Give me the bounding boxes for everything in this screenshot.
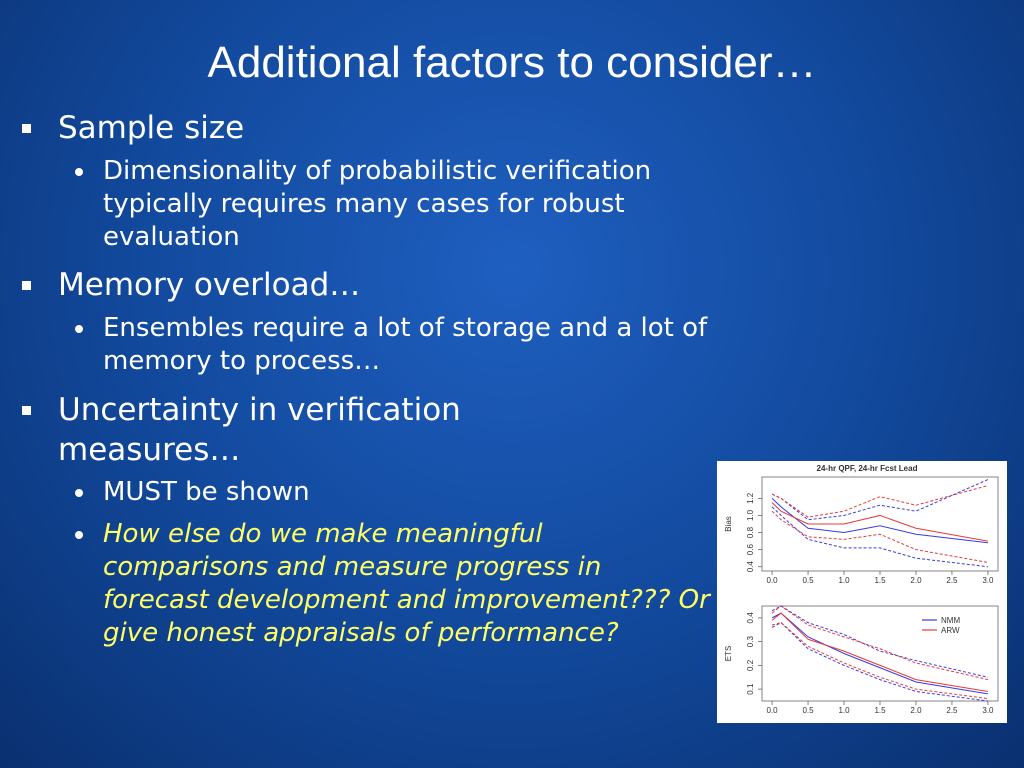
y-axis-label: ETS [724,646,733,662]
sub-bullet: Ensembles require a lot of storage and a… [103,313,708,376]
y-tick-label: 1.2 [746,492,755,504]
x-tick-label: 0.0 [767,576,779,585]
confidence-bound [771,485,989,518]
y-tick-label: 0.6 [746,544,755,556]
y-tick-label: 0.1 [746,683,755,695]
sub-bullet-marker [75,489,83,497]
x-tick-label: 0.5 [802,576,814,585]
y-tick-label: 0.3 [746,636,755,648]
x-tick-label: 2.0 [910,706,922,715]
confidence-bound [771,510,989,563]
slide-title: Additional factors to consider… [207,38,817,87]
sub-bullet: Dimensionality of probabilistic verifica… [103,156,652,252]
x-tick-label: 3.0 [982,576,994,585]
sub-bullet-marker [75,325,83,333]
x-tick-label: 1.0 [838,706,850,715]
series-line [771,502,989,542]
y-tick-label: 0.2 [746,659,755,671]
sub-bullet: How else do we make meaningful compariso… [103,519,710,648]
sub-bullet: MUST be shown [103,477,310,507]
series-line [771,498,988,544]
bullet-marker [22,406,31,415]
bullet-marker [22,124,31,133]
x-tick-label: 1.5 [874,576,886,585]
confidence-bound [771,479,989,521]
y-tick-label: 1.0 [746,509,755,521]
legend-label: ARW [941,626,960,635]
x-tick-label: 0.0 [767,706,779,715]
x-tick-label: 1.0 [838,576,850,585]
legend-label: NMM [941,616,960,625]
sub-bullet-marker [75,168,83,176]
confidence-bound [771,622,988,702]
x-tick-label: 2.5 [946,576,958,585]
x-tick-label: 2.0 [910,576,922,585]
bullet: Sample size [58,110,245,146]
figure-title: 24-hr QPF, 24-hr Fcst Lead [817,464,918,473]
y-tick-label: 0.4 [746,612,755,624]
y-axis-label: Bias [724,516,733,532]
x-tick-label: 1.5 [874,706,886,715]
plot-frame [761,605,999,702]
confidence-bound [771,605,989,681]
x-tick-label: 0.5 [802,706,814,715]
figure: 24-hr QPF, 24-hr Fcst Lead Bias 0.4 0.6 0.8… [717,461,1007,723]
bullet-marker [22,281,31,290]
x-tick-label: 3.0 [982,706,994,715]
sub-bullet-marker [75,531,83,539]
confidence-bound [771,622,988,700]
y-tick-label: 0.8 [746,526,755,538]
bullet: Uncertainty in verification measures… [58,392,461,468]
y-tick-label: 0.4 [746,561,755,573]
x-tick-label: 2.5 [946,706,958,715]
confidence-bound [771,506,988,568]
bullet: Memory overload… [58,267,361,303]
series-line [771,612,989,692]
